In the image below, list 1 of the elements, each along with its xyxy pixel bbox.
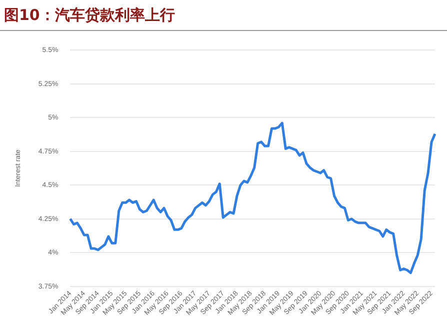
chart-title: 图10：汽车贷款利率上行 — [4, 6, 175, 25]
